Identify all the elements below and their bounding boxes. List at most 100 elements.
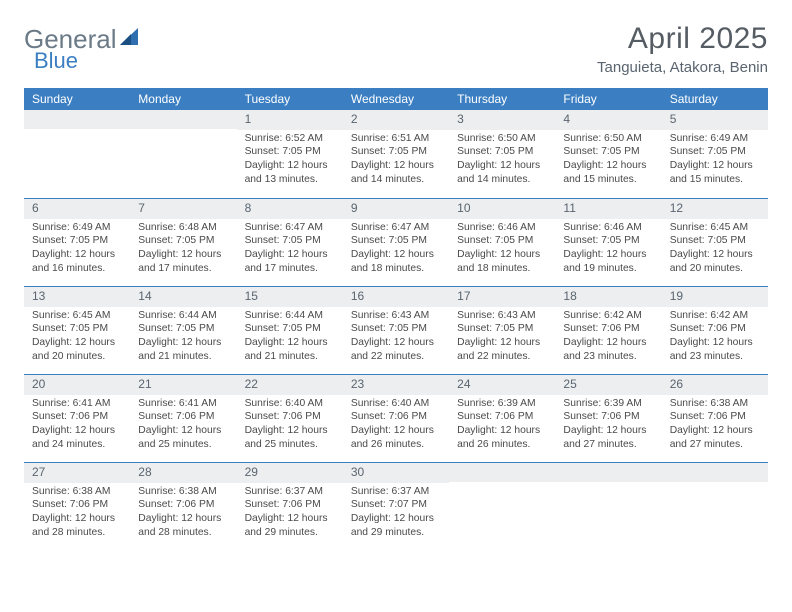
- sunrise-text: Sunrise: 6:47 AM: [245, 221, 335, 235]
- calendar-cell: 16Sunrise: 6:43 AMSunset: 7:05 PMDayligh…: [343, 286, 449, 374]
- sunrise-text: Sunrise: 6:39 AM: [457, 397, 547, 411]
- sunrise-text: Sunrise: 6:42 AM: [670, 309, 760, 323]
- calendar-cell: 3Sunrise: 6:50 AMSunset: 7:05 PMDaylight…: [449, 110, 555, 198]
- sunset-text: Sunset: 7:05 PM: [351, 234, 441, 248]
- day-details: Sunrise: 6:44 AMSunset: 7:05 PMDaylight:…: [130, 307, 236, 367]
- sunset-text: Sunset: 7:05 PM: [245, 145, 335, 159]
- sunrise-text: Sunrise: 6:50 AM: [563, 132, 653, 146]
- calendar-cell: 18Sunrise: 6:42 AMSunset: 7:06 PMDayligh…: [555, 286, 661, 374]
- day-details: Sunrise: 6:37 AMSunset: 7:06 PMDaylight:…: [237, 483, 343, 543]
- title-block: April 2025 Tanguieta, Atakora, Benin: [597, 22, 768, 76]
- sunrise-text: Sunrise: 6:42 AM: [563, 309, 653, 323]
- sunset-text: Sunset: 7:06 PM: [563, 410, 653, 424]
- daylight-text: Daylight: 12 hours and 25 minutes.: [138, 424, 228, 451]
- sunset-text: Sunset: 7:07 PM: [351, 498, 441, 512]
- day-number: 23: [343, 375, 449, 395]
- sunset-text: Sunset: 7:06 PM: [32, 410, 122, 424]
- calendar-cell: 13Sunrise: 6:45 AMSunset: 7:05 PMDayligh…: [24, 286, 130, 374]
- day-number: 7: [130, 199, 236, 219]
- day-number: 11: [555, 199, 661, 219]
- sunset-text: Sunset: 7:05 PM: [245, 322, 335, 336]
- daylight-text: Daylight: 12 hours and 27 minutes.: [670, 424, 760, 451]
- day-details: Sunrise: 6:44 AMSunset: 7:05 PMDaylight:…: [237, 307, 343, 367]
- day-details: Sunrise: 6:38 AMSunset: 7:06 PMDaylight:…: [24, 483, 130, 543]
- day-number: 2: [343, 110, 449, 130]
- daylight-text: Daylight: 12 hours and 29 minutes.: [245, 512, 335, 539]
- day-details: Sunrise: 6:46 AMSunset: 7:05 PMDaylight:…: [449, 219, 555, 279]
- sunrise-text: Sunrise: 6:37 AM: [351, 485, 441, 499]
- calendar-cell: 9Sunrise: 6:47 AMSunset: 7:05 PMDaylight…: [343, 198, 449, 286]
- sunset-text: Sunset: 7:05 PM: [457, 234, 547, 248]
- day-number: [555, 463, 661, 482]
- sunrise-text: Sunrise: 6:40 AM: [245, 397, 335, 411]
- day-details: Sunrise: 6:40 AMSunset: 7:06 PMDaylight:…: [343, 395, 449, 455]
- day-details: Sunrise: 6:43 AMSunset: 7:05 PMDaylight:…: [449, 307, 555, 367]
- day-details: Sunrise: 6:39 AMSunset: 7:06 PMDaylight:…: [555, 395, 661, 455]
- day-number: [130, 110, 236, 129]
- calendar-grid: Sunday Monday Tuesday Wednesday Thursday…: [24, 88, 768, 550]
- sunset-text: Sunset: 7:06 PM: [670, 322, 760, 336]
- day-number: 5: [662, 110, 768, 130]
- day-details: Sunrise: 6:41 AMSunset: 7:06 PMDaylight:…: [130, 395, 236, 455]
- day-number: 24: [449, 375, 555, 395]
- sunset-text: Sunset: 7:06 PM: [351, 410, 441, 424]
- calendar-cell: 22Sunrise: 6:40 AMSunset: 7:06 PMDayligh…: [237, 374, 343, 462]
- day-details: Sunrise: 6:48 AMSunset: 7:05 PMDaylight:…: [130, 219, 236, 279]
- day-details: Sunrise: 6:38 AMSunset: 7:06 PMDaylight:…: [662, 395, 768, 455]
- sunrise-text: Sunrise: 6:50 AM: [457, 132, 547, 146]
- sunrise-text: Sunrise: 6:45 AM: [32, 309, 122, 323]
- calendar-cell: 21Sunrise: 6:41 AMSunset: 7:06 PMDayligh…: [130, 374, 236, 462]
- day-details: Sunrise: 6:41 AMSunset: 7:06 PMDaylight:…: [24, 395, 130, 455]
- calendar-cell: [662, 462, 768, 550]
- daylight-text: Daylight: 12 hours and 17 minutes.: [245, 248, 335, 275]
- day-details: Sunrise: 6:37 AMSunset: 7:07 PMDaylight:…: [343, 483, 449, 543]
- daylight-text: Daylight: 12 hours and 21 minutes.: [245, 336, 335, 363]
- logo-text-2: Blue: [34, 48, 78, 73]
- day-details: Sunrise: 6:50 AMSunset: 7:05 PMDaylight:…: [449, 130, 555, 190]
- sunrise-text: Sunrise: 6:41 AM: [138, 397, 228, 411]
- daylight-text: Daylight: 12 hours and 24 minutes.: [32, 424, 122, 451]
- day-details: Sunrise: 6:38 AMSunset: 7:06 PMDaylight:…: [130, 483, 236, 543]
- daylight-text: Daylight: 12 hours and 26 minutes.: [457, 424, 547, 451]
- sunset-text: Sunset: 7:05 PM: [138, 322, 228, 336]
- calendar-cell: 7Sunrise: 6:48 AMSunset: 7:05 PMDaylight…: [130, 198, 236, 286]
- sunrise-text: Sunrise: 6:43 AM: [351, 309, 441, 323]
- sunrise-text: Sunrise: 6:47 AM: [351, 221, 441, 235]
- month-title: April 2025: [597, 22, 768, 56]
- sunrise-text: Sunrise: 6:39 AM: [563, 397, 653, 411]
- sunrise-text: Sunrise: 6:49 AM: [670, 132, 760, 146]
- dow-saturday: Saturday: [662, 88, 768, 110]
- sunset-text: Sunset: 7:06 PM: [457, 410, 547, 424]
- sunset-text: Sunset: 7:05 PM: [245, 234, 335, 248]
- day-number: 12: [662, 199, 768, 219]
- day-details: Sunrise: 6:42 AMSunset: 7:06 PMDaylight:…: [555, 307, 661, 367]
- sunrise-text: Sunrise: 6:40 AM: [351, 397, 441, 411]
- calendar-cell: 19Sunrise: 6:42 AMSunset: 7:06 PMDayligh…: [662, 286, 768, 374]
- daylight-text: Daylight: 12 hours and 23 minutes.: [563, 336, 653, 363]
- sunrise-text: Sunrise: 6:49 AM: [32, 221, 122, 235]
- day-number: 8: [237, 199, 343, 219]
- day-details: Sunrise: 6:49 AMSunset: 7:05 PMDaylight:…: [24, 219, 130, 279]
- daylight-text: Daylight: 12 hours and 17 minutes.: [138, 248, 228, 275]
- sunset-text: Sunset: 7:06 PM: [245, 498, 335, 512]
- sunset-text: Sunset: 7:05 PM: [351, 322, 441, 336]
- calendar-page: General Blue April 2025 Tanguieta, Atako…: [0, 0, 792, 550]
- daylight-text: Daylight: 12 hours and 27 minutes.: [563, 424, 653, 451]
- sunset-text: Sunset: 7:05 PM: [138, 234, 228, 248]
- dow-sunday: Sunday: [24, 88, 130, 110]
- day-details: Sunrise: 6:51 AMSunset: 7:05 PMDaylight:…: [343, 130, 449, 190]
- day-details: Sunrise: 6:42 AMSunset: 7:06 PMDaylight:…: [662, 307, 768, 367]
- day-number: [662, 463, 768, 482]
- day-details: Sunrise: 6:39 AMSunset: 7:06 PMDaylight:…: [449, 395, 555, 455]
- sunrise-text: Sunrise: 6:44 AM: [245, 309, 335, 323]
- daylight-text: Daylight: 12 hours and 28 minutes.: [138, 512, 228, 539]
- sunset-text: Sunset: 7:06 PM: [32, 498, 122, 512]
- sunset-text: Sunset: 7:05 PM: [457, 145, 547, 159]
- logo: General Blue: [24, 22, 142, 52]
- calendar-cell: 2Sunrise: 6:51 AMSunset: 7:05 PMDaylight…: [343, 110, 449, 198]
- calendar-cell: 10Sunrise: 6:46 AMSunset: 7:05 PMDayligh…: [449, 198, 555, 286]
- dow-thursday: Thursday: [449, 88, 555, 110]
- sunset-text: Sunset: 7:05 PM: [670, 145, 760, 159]
- daylight-text: Daylight: 12 hours and 15 minutes.: [670, 159, 760, 186]
- daylight-text: Daylight: 12 hours and 14 minutes.: [457, 159, 547, 186]
